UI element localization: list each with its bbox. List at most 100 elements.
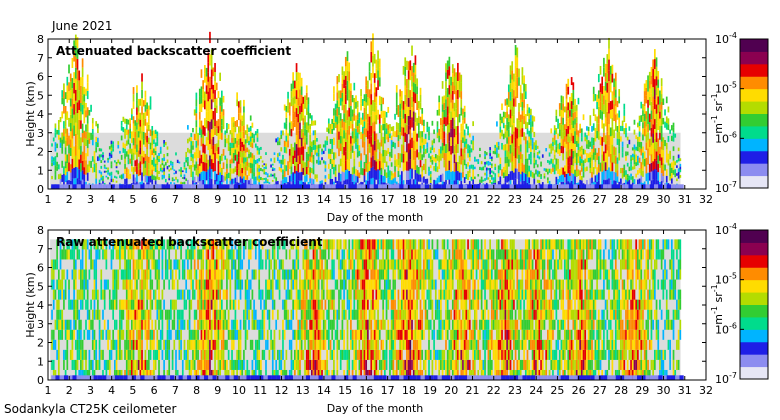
heatmap-cell [249, 157, 252, 163]
heatmap-cell [175, 249, 177, 260]
heatmap-cell [280, 147, 283, 152]
heatmap-cell [521, 102, 524, 111]
heatmap-cell [307, 104, 310, 112]
heatmap-cell [190, 141, 193, 146]
heatmap-cell [608, 178, 610, 189]
heatmap-cell [457, 80, 459, 90]
heatmap-cell [219, 172, 221, 181]
heatmap-cell [402, 118, 405, 128]
heatmap-cell [609, 65, 612, 75]
heatmap-cell [580, 176, 583, 181]
heatmap-cell [655, 104, 658, 114]
heatmap-cell [129, 349, 131, 360]
heatmap-cell [129, 118, 131, 124]
heatmap-cell [350, 173, 352, 182]
heatmap-cell [659, 118, 661, 126]
heatmap-cell [212, 154, 215, 163]
heatmap-cell [219, 289, 221, 300]
heatmap-cell [509, 136, 512, 145]
heatmap-cell [142, 119, 145, 126]
heatmap-cell [68, 239, 70, 250]
heatmap-cell [507, 144, 510, 152]
heatmap-cell [652, 142, 654, 152]
heatmap-cell [577, 143, 580, 150]
heatmap-cell [73, 72, 75, 83]
heatmap-cell [156, 131, 159, 137]
heatmap-cell [254, 359, 257, 370]
heatmap-cell [433, 184, 438, 189]
heatmap-cell [134, 369, 137, 380]
heatmap-cell [193, 289, 196, 300]
heatmap-cell [280, 130, 283, 135]
heatmap-cell [560, 109, 563, 118]
heatmap-cell [74, 339, 77, 350]
heatmap-cell [579, 128, 581, 134]
heatmap-cell [266, 289, 269, 300]
heatmap-cell [367, 138, 369, 148]
heatmap-cell [224, 259, 227, 270]
heatmap-cell [346, 110, 349, 121]
heatmap-cell [265, 249, 267, 260]
heatmap-cell [219, 349, 221, 360]
heatmap-cell [71, 359, 74, 370]
heatmap-cell [91, 259, 94, 270]
heatmap-cell [159, 299, 162, 310]
heatmap-cell [212, 249, 215, 260]
heatmap-cell [553, 139, 556, 145]
heatmap-cell [528, 107, 531, 114]
heatmap-cell [244, 143, 247, 149]
heatmap-cell [370, 41, 373, 52]
heatmap-cell [436, 166, 439, 173]
heatmap-cell [86, 123, 89, 132]
heatmap-cell [355, 115, 357, 123]
heatmap-cell [297, 89, 300, 98]
heatmap-cell [511, 134, 514, 144]
heatmap-cell [132, 87, 135, 95]
heatmap-cell [458, 172, 461, 181]
heatmap-cell [125, 339, 128, 350]
heatmap-cell [173, 299, 176, 310]
heatmap-cell [490, 182, 493, 185]
y-tick-label: 1 [37, 164, 44, 177]
heatmap-cell [305, 174, 308, 182]
heatmap-cell [107, 157, 109, 161]
heatmap-cell [657, 104, 660, 114]
heatmap-cell [88, 329, 91, 340]
heatmap-cell [562, 153, 564, 161]
heatmap-cell [80, 289, 82, 300]
heatmap-cell [368, 62, 371, 72]
heatmap-cell [416, 133, 418, 142]
heatmap-cell [411, 96, 413, 108]
heatmap-cell [183, 167, 186, 170]
heatmap-cell [334, 115, 337, 122]
heatmap-cell [565, 151, 568, 159]
heatmap-cell [591, 143, 593, 149]
heatmap-cell [507, 159, 510, 167]
heatmap-cell [506, 156, 508, 164]
heatmap-cell [127, 359, 130, 370]
heatmap-cell [460, 107, 463, 116]
heatmap-cell [102, 329, 104, 340]
heatmap-cell [597, 115, 600, 124]
heatmap-cell [219, 299, 221, 310]
heatmap-cell [628, 126, 631, 131]
heatmap-cell [212, 309, 215, 320]
heatmap-cell [198, 158, 201, 166]
heatmap-cell [489, 153, 491, 157]
heatmap-cell [331, 128, 334, 134]
heatmap-cell [657, 113, 660, 122]
heatmap-cell [295, 81, 298, 91]
heatmap-cell [643, 83, 646, 92]
heatmap-cell [114, 239, 116, 250]
heatmap-cell [200, 129, 203, 138]
heatmap-cell [85, 239, 87, 250]
heatmap-cell [395, 184, 400, 189]
heatmap-cell [283, 239, 286, 250]
heatmap-cell [377, 139, 379, 150]
heatmap-cell [372, 155, 374, 167]
heatmap-cell [285, 309, 288, 320]
heatmap-cell [604, 81, 607, 91]
heatmap-cell [51, 269, 53, 280]
heatmap-cell [81, 67, 84, 78]
heatmap-cell [204, 65, 206, 74]
